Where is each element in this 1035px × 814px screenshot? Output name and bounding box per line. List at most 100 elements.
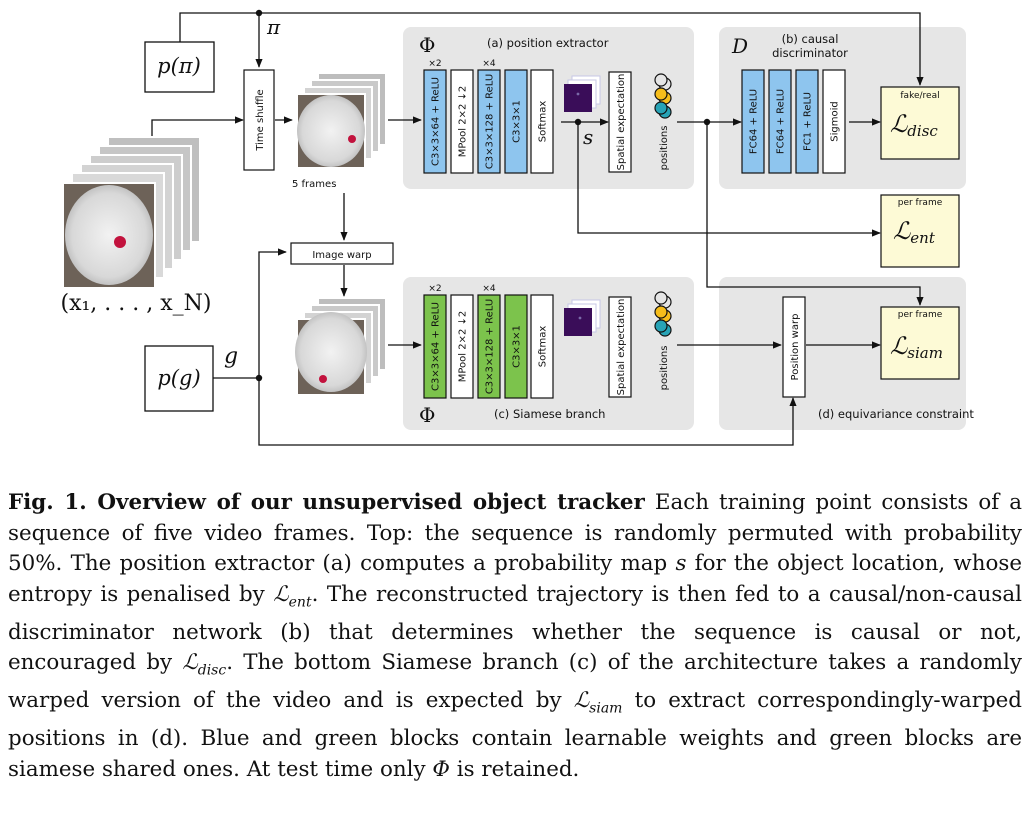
siamese-title: (c) Siamese branch <box>494 407 605 421</box>
extractor-layer-box <box>504 69 528 174</box>
siam-loss-note: per frame <box>898 310 943 320</box>
siamese-layer-box <box>477 294 501 399</box>
positions-label: positions <box>659 126 670 171</box>
g-to-warp-arrow <box>212 248 287 379</box>
frames-sequence-label: (x₁, . . . , x_N) <box>61 291 212 316</box>
siamese-repeat-label: ×4 <box>482 284 496 294</box>
siam-loss-symbol: ℒsiam <box>890 332 943 362</box>
disc-symbol: D <box>731 34 748 58</box>
image-warp-box <box>290 242 394 265</box>
extractor-layer-label: C3×3×128 + ReLU <box>485 74 496 169</box>
siamese-layer-box <box>423 294 447 399</box>
extractor-repeat-label: ×4 <box>482 59 496 69</box>
s-junction-dot <box>574 118 582 126</box>
pi-junction-dot <box>255 9 263 17</box>
s-to-ent-arrow <box>577 122 881 237</box>
pi-to-disc-arrow <box>179 12 924 86</box>
g-to-position-warp-arrow <box>258 378 797 446</box>
caption-phi: Φ <box>432 756 450 782</box>
extractor-layer-box <box>450 69 474 174</box>
caption-text-3: . The reconstructed trajectory is then f… <box>8 581 1022 676</box>
siamese-positions-balls-icon <box>654 291 672 337</box>
caption-text-6: is retained. <box>449 756 580 782</box>
warp-prior-label: p(g) <box>157 366 200 390</box>
caption-s-var: s <box>675 551 687 577</box>
siamese-layer-label: C3×3×1 <box>512 325 523 368</box>
shuffled-frame-stack <box>296 72 387 169</box>
extractor-repeat-label: ×2 <box>428 59 441 69</box>
positions-balls-icon <box>654 73 672 119</box>
figure-caption: Fig. 1. Overview of our unsupervised obj… <box>8 488 1022 785</box>
siamese-positions-label: positions <box>659 346 670 391</box>
caption-text-2: for the object location, whose entropy i… <box>8 551 1023 607</box>
image-warp-label: Image warp <box>312 250 371 261</box>
disc-layer-box <box>795 69 819 174</box>
caption-text-5: to extract correspondingly-warped positi… <box>8 688 1022 782</box>
siamese-layer-box <box>450 294 474 399</box>
siamese-repeat-label: ×2 <box>428 284 441 294</box>
ent-loss-box <box>880 194 960 268</box>
siamese-layer-label: C3×3×128 + ReLU <box>485 299 496 394</box>
caption-l-disc: ℒdisc <box>182 650 227 679</box>
siamese-layer-box <box>530 294 554 399</box>
disc-layer-label: FC1 + ReLU <box>803 92 814 151</box>
probability-map-icon <box>564 75 601 112</box>
disc-loss-note: fake/real <box>900 91 939 101</box>
caption-l-ent: ℒent <box>273 581 312 611</box>
disc-layers: FC64 + ReLU FC64 + ReLU FC1 + ReLU Sigmoid <box>741 69 846 174</box>
ent-loss-note: per frame <box>898 198 943 208</box>
positions-junction-dot <box>703 118 711 126</box>
extractor-layer-box <box>530 69 554 174</box>
perm-prior-label: p(π) <box>157 54 201 78</box>
siamese-spatial-expectation-box <box>608 296 632 398</box>
disc-layer-label: Sigmoid <box>830 101 841 141</box>
disc-title-line2: discriminator <box>772 46 848 60</box>
extractor-layer-label: Softmax <box>538 101 549 143</box>
caption-lead: Fig. 1. Overview of our unsupervised obj… <box>8 490 645 515</box>
caption-text-4: . The bottom Siamese branch (c) of the a… <box>8 650 1022 714</box>
spatial-expectation-label: Spatial expectation <box>616 74 627 171</box>
caption-text-1: Each training point consists of a sequen… <box>8 490 1023 577</box>
siamese-layer-label: C3×3×64 + ReLU <box>431 302 442 391</box>
extractor-layer-label: MPool 2×2 ↓2 <box>458 86 469 158</box>
siamese-layers: C3×3×64 + ReLU ×2 MPool 2×2 ↓2 C3×3×128 + R… <box>423 284 554 399</box>
map-var-label: s <box>583 125 593 149</box>
warp-prior-box <box>144 345 214 412</box>
siamese-probability-map-icon <box>564 299 601 336</box>
warp-var-label: g <box>224 344 238 369</box>
position-warp-box <box>782 296 806 398</box>
siam-loss-box <box>880 306 960 380</box>
disc-layer-box <box>741 69 765 174</box>
extractor-layer-label: C3×3×64 + ReLU <box>431 77 442 166</box>
input-frame-stack <box>62 136 201 289</box>
positions-to-siam-arrow <box>706 122 924 306</box>
position-warp-label: Position warp <box>790 314 801 381</box>
disc-layer-label: FC64 + ReLU <box>776 89 787 154</box>
siamese-layer-box <box>504 294 528 399</box>
extractor-phi-symbol: Φ <box>419 33 435 57</box>
architecture-diagram: p(π) π p(g) g Time shuffle Image warp 5 … <box>61 9 974 446</box>
ent-loss-symbol: ℒent <box>893 217 936 247</box>
g-junction-dot <box>255 374 263 382</box>
perm-var-label: π <box>266 15 281 39</box>
disc-layer-box <box>768 69 792 174</box>
extractor-layer-label: C3×3×1 <box>512 100 523 143</box>
five-frames-label: 5 frames <box>292 179 336 190</box>
extractor-title: (a) position extractor <box>487 36 609 50</box>
disc-layer-label: FC64 + ReLU <box>749 89 760 154</box>
disc-loss-symbol: ℒdisc <box>890 110 938 140</box>
warped-frame-stack <box>295 297 387 396</box>
disc-title-line1: (b) causal <box>782 32 839 46</box>
time-shuffle-box <box>243 69 275 171</box>
siamese-layer-label: Softmax <box>538 326 549 368</box>
extractor-layer-box <box>423 69 447 174</box>
equivariance-title: (d) equivariance constraint <box>818 407 974 421</box>
siamese-phi-symbol: Φ <box>419 403 435 427</box>
disc-layer-box <box>822 69 846 174</box>
disc-loss-box <box>880 86 960 160</box>
extractor-layer-box <box>477 69 501 174</box>
siamese-spatial-expectation-label: Spatial expectation <box>616 299 627 396</box>
siamese-layer-label: MPool 2×2 ↓2 <box>458 311 469 383</box>
perm-prior-box <box>144 41 215 93</box>
spatial-expectation-box <box>608 71 632 173</box>
